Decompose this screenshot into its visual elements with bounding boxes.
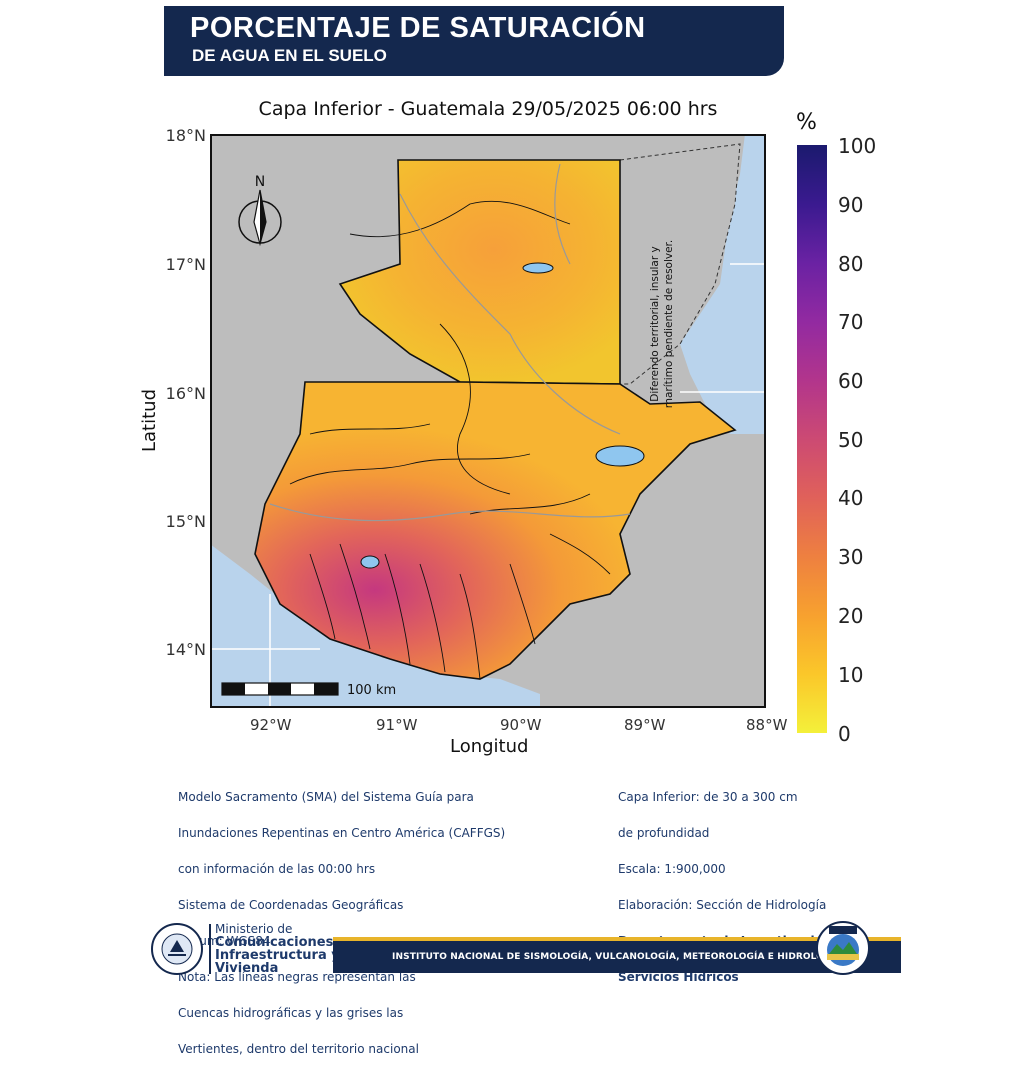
- insivumeh-logo-icon: [816, 921, 870, 975]
- note-line: de profundidad: [618, 826, 710, 840]
- lake-atitlan: [360, 555, 380, 569]
- map-frame: [210, 134, 766, 708]
- footer-divider: [209, 924, 211, 974]
- map-title: Capa Inferior - Guatemala 29/05/2025 06:…: [258, 98, 718, 120]
- note-line: con información de las 00:00 hrs: [178, 862, 376, 876]
- north-label: N: [255, 174, 265, 190]
- north-arrow-icon: [238, 189, 282, 247]
- svg-text:Diferendo territorial, insular: Diferendo territorial, insular y: [649, 246, 661, 401]
- y-tick: 14°N: [165, 640, 206, 659]
- ministry-name: Ministerio de Comunicaciones, Infraestru…: [215, 922, 340, 976]
- note-line: Capa Inferior: de 30 a 300 cm: [618, 790, 798, 804]
- note-line: Nota: Las líneas negras representan las: [178, 970, 416, 984]
- note-line: Sistema de Coordenadas Geográficas: [178, 898, 404, 912]
- basin-lines: [289, 200, 611, 680]
- legend-tick: 50: [838, 428, 864, 452]
- legend-unit: %: [796, 110, 817, 135]
- lake-izabal: [595, 445, 645, 467]
- legend-colorbar: [797, 145, 827, 733]
- note-line: Elaboración: Sección de Hidrología: [618, 898, 827, 912]
- y-axis-title: Latitud: [139, 388, 161, 453]
- department-name: Servicios Hídricos: [618, 970, 739, 984]
- x-tick: 90°W: [500, 716, 542, 734]
- legend-tick: 10: [838, 663, 864, 687]
- dispute-note: Diferendo territorial, insular y marítim…: [649, 240, 675, 409]
- scale-bar: [221, 682, 339, 696]
- x-tick: 91°W: [376, 716, 418, 734]
- x-tick: 92°W: [250, 716, 292, 734]
- note-line: Cuencas hidrográficas y las grises las: [178, 1006, 404, 1020]
- x-tick: 88°W: [746, 716, 788, 734]
- slope-lines: [269, 163, 631, 522]
- y-tick: 18°N: [165, 126, 206, 145]
- note-line: Vertientes, dentro del territorio nacion…: [178, 1042, 419, 1056]
- note-line: Inundaciones Repentinas en Centro Améric…: [178, 826, 506, 840]
- y-tick: 15°N: [165, 512, 206, 531]
- legend-tick: 60: [838, 369, 864, 393]
- legend-tick: 80: [838, 252, 864, 276]
- legend-tick: 100: [838, 134, 877, 158]
- header-banner: [164, 6, 784, 76]
- government-seal-icon: [151, 923, 203, 975]
- saturation-map: N 100 km Diferendo territorial, insular …: [210, 134, 766, 708]
- legend-tick: 70: [838, 310, 864, 334]
- svg-text:marítimo pendiente de resolver: marítimo pendiente de resolver.: [663, 240, 675, 409]
- note-line: Modelo Sacramento (SMA) del Sistema Guía…: [178, 790, 474, 804]
- footer-bar: [333, 941, 901, 973]
- footer-accent: [333, 937, 901, 941]
- legend-tick: 30: [838, 545, 864, 569]
- institute-name: INSTITUTO NACIONAL DE SISMOLOGÍA, VULCAN…: [392, 952, 842, 962]
- page-title: PORCENTAJE DE SATURACIÓN: [190, 12, 646, 44]
- y-tick: 16°N: [165, 384, 206, 403]
- legend-tick: 40: [838, 486, 864, 510]
- legend-tick: 20: [838, 604, 864, 628]
- note-line: Escala: 1:900,000: [618, 862, 726, 876]
- x-axis-title: Longitud: [450, 736, 529, 757]
- legend-tick: 90: [838, 193, 864, 217]
- pacific-ocean: [210, 544, 540, 708]
- legend-tick: 0: [838, 722, 851, 746]
- scale-label: 100 km: [347, 683, 396, 698]
- page-subtitle: DE AGUA EN EL SUELO: [192, 46, 387, 65]
- belize-region: [619, 143, 741, 385]
- y-tick: 17°N: [165, 255, 206, 274]
- x-tick: 89°W: [624, 716, 666, 734]
- lake-peten-itza: [522, 262, 554, 274]
- caribbean-sea: [680, 134, 766, 434]
